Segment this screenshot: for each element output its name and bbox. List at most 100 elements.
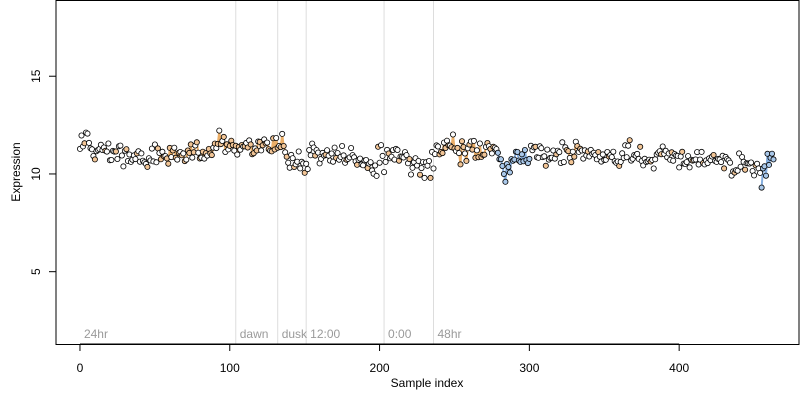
data-point-50 — [151, 141, 158, 148]
x-axis-label: Sample index — [391, 376, 464, 390]
data-point-233 — [425, 157, 432, 164]
data-point-220 — [406, 156, 413, 163]
data-point-1 — [78, 132, 85, 139]
phase-label-2: dusk — [282, 327, 308, 341]
data-point-65 — [174, 156, 181, 163]
data-point-139 — [285, 159, 292, 166]
data-point-151 — [303, 160, 310, 167]
data-point-234 — [427, 174, 434, 181]
y-axis: 5 10 15 — [29, 69, 57, 275]
data-point-322 — [559, 139, 566, 146]
data-point-28 — [118, 152, 125, 159]
y-tick-label-0: 5 — [29, 268, 43, 275]
data-point-236 — [430, 165, 437, 172]
data-point-253 — [455, 150, 462, 157]
data-point-300 — [526, 155, 533, 162]
data-point-434 — [727, 159, 734, 166]
data-point-329 — [569, 148, 576, 155]
data-point-153 — [306, 146, 313, 153]
data-point-267 — [476, 140, 483, 147]
data-point-37 — [132, 156, 139, 163]
data-point-396 — [670, 157, 677, 164]
data-point-275 — [488, 150, 495, 157]
data-point-372 — [634, 150, 641, 157]
data-point-78 — [193, 139, 200, 146]
data-point-462 — [769, 150, 776, 157]
data-point-454 — [757, 169, 764, 176]
data-point-136 — [280, 142, 287, 149]
data-point-239 — [434, 143, 441, 150]
data-point-181 — [348, 144, 355, 151]
data-point-227 — [416, 171, 423, 178]
data-point-286 — [505, 163, 512, 170]
phase-label-5: 48hr — [437, 327, 461, 341]
data-point-75 — [189, 154, 196, 161]
data-point-312 — [544, 146, 551, 153]
x-tick-label-3: 300 — [519, 361, 539, 375]
data-point-258 — [463, 157, 470, 164]
data-point-31 — [123, 146, 130, 153]
data-point-389 — [659, 143, 666, 150]
data-point-218 — [403, 152, 410, 159]
data-point-361 — [617, 158, 624, 165]
data-point-330 — [571, 153, 578, 160]
data-point-270 — [481, 151, 488, 158]
data-point-249 — [449, 131, 456, 138]
data-point-455 — [758, 184, 765, 191]
data-point-448 — [748, 159, 755, 166]
data-point-48 — [148, 145, 155, 152]
data-point-458 — [763, 172, 770, 179]
x-tick-label-4: 400 — [669, 361, 689, 375]
data-point-349 — [599, 151, 606, 158]
data-point-168 — [328, 150, 335, 157]
data-point-402 — [679, 148, 686, 155]
data-point-356 — [610, 148, 617, 155]
y-axis-label: Expression — [9, 142, 23, 201]
phase-labels: 24hr dawn dusk 12:00 0:00 48hr — [84, 327, 462, 341]
data-point-281 — [497, 156, 504, 163]
data-point-257 — [461, 150, 468, 157]
data-point-6 — [86, 139, 93, 146]
data-point-230 — [421, 174, 428, 181]
data-point-24 — [112, 148, 119, 155]
data-point-142 — [289, 155, 296, 162]
data-point-176 — [340, 152, 347, 159]
data-point-263 — [470, 137, 477, 144]
data-point-310 — [541, 153, 548, 160]
data-point-18 — [103, 148, 110, 155]
data-point-284 — [502, 178, 509, 185]
data-point-59 — [165, 160, 172, 167]
data-point-242 — [439, 150, 446, 157]
data-point-320 — [556, 149, 563, 156]
data-point-5 — [84, 130, 91, 137]
data-point-423 — [710, 151, 717, 158]
data-point-328 — [568, 159, 575, 166]
data-point-172 — [334, 150, 341, 157]
data-point-71 — [183, 156, 190, 163]
data-point-201 — [378, 142, 385, 149]
x-tick-label-1: 100 — [220, 361, 240, 375]
x-tick-label-0: 0 — [77, 361, 84, 375]
data-point-146 — [295, 148, 302, 155]
data-point-69 — [180, 150, 187, 157]
data-point-200 — [376, 159, 383, 166]
data-point-265 — [473, 147, 480, 154]
data-point-439 — [734, 167, 741, 174]
data-point-121 — [258, 147, 265, 154]
phase-label-1: dawn — [240, 327, 269, 341]
data-point-297 — [521, 146, 528, 153]
data-point-194 — [367, 159, 374, 166]
data-point-197 — [372, 162, 379, 169]
data-point-25 — [114, 155, 121, 162]
data-point-367 — [626, 137, 633, 144]
data-point-152 — [304, 166, 311, 173]
phase-label-4: 0:00 — [388, 327, 412, 341]
data-point-198 — [373, 172, 380, 179]
data-point-202 — [379, 152, 386, 159]
data-point-441 — [737, 163, 744, 170]
data-point-374 — [637, 143, 644, 150]
data-point-212 — [394, 146, 401, 153]
data-point-105 — [234, 151, 241, 158]
data-point-430 — [721, 165, 728, 172]
